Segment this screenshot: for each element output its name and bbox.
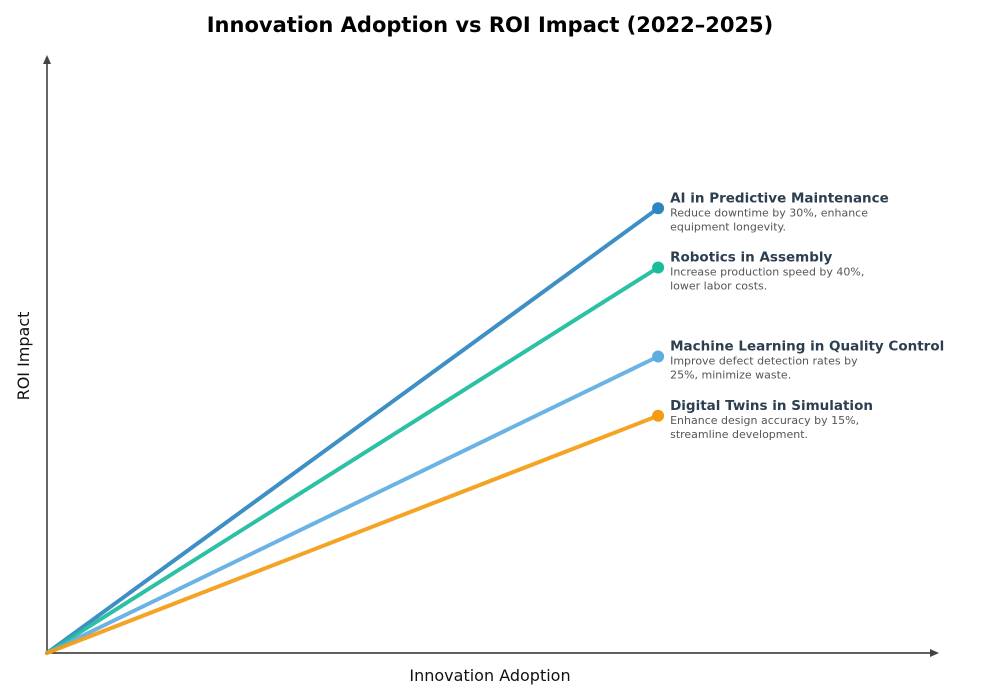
y-axis-label: ROI Impact	[14, 312, 33, 401]
series-description: Increase production speed by 40%,	[670, 266, 864, 279]
series-endpoint	[652, 409, 665, 422]
chart-title: Innovation Adoption vs ROI Impact (2022–…	[207, 13, 774, 37]
series-description: streamline development.	[670, 428, 808, 441]
series-description: lower labor costs.	[670, 280, 767, 293]
series-line	[45, 206, 661, 655]
series-endpoint	[652, 261, 665, 274]
series-description: Improve defect detection rates by	[670, 355, 858, 368]
x-axis-label: Innovation Adoption	[409, 666, 570, 685]
series-label: Robotics in Assembly	[670, 250, 832, 266]
series-description: Enhance design accuracy by 15%,	[670, 414, 859, 427]
series-endpoint	[652, 350, 665, 363]
series-line	[45, 413, 661, 655]
series-label: Digital Twins in Simulation	[670, 398, 873, 414]
series-label: AI in Predictive Maintenance	[670, 190, 889, 206]
series-line	[45, 354, 661, 655]
series-endpoint	[652, 202, 665, 215]
x-axis-arrow-icon	[930, 649, 939, 657]
series-description: equipment longevity.	[670, 220, 786, 233]
series-label: Machine Learning in Quality Control	[670, 339, 944, 355]
series-line	[45, 265, 661, 655]
series-description: Reduce downtime by 30%, enhance	[670, 206, 868, 219]
y-axis-arrow-icon	[43, 55, 51, 64]
series-description: 25%, minimize waste.	[670, 369, 791, 382]
